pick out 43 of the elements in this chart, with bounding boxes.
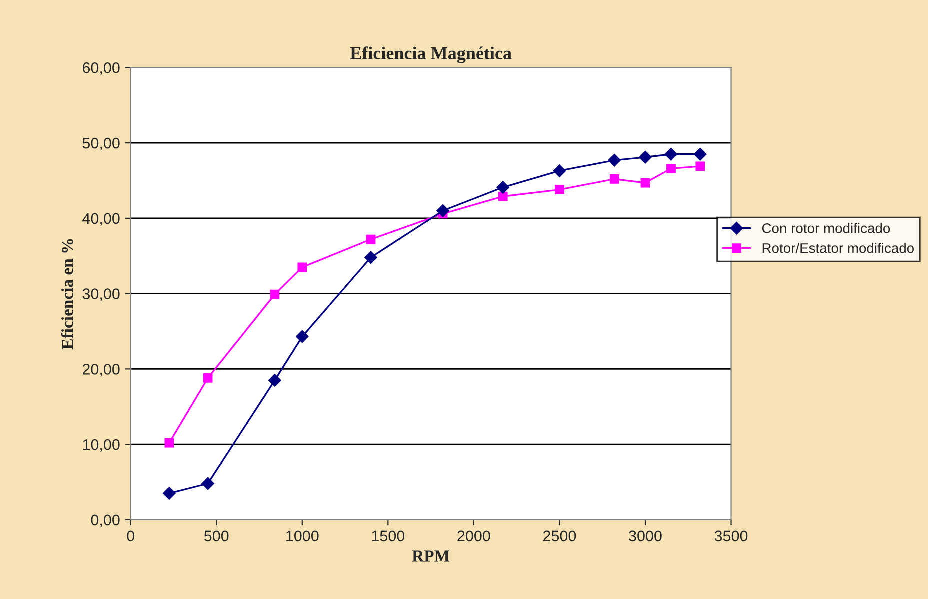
point [696,162,706,172]
point [496,181,510,194]
legend-label: Rotor/Estator modificado [762,243,914,254]
x-tick-label: 1000 [286,530,319,542]
x-axis-title: RPM [412,550,450,562]
point [364,251,378,264]
point [163,487,176,500]
point [640,178,650,188]
x-tick-label: 3000 [629,530,662,542]
x-tick-label: 1500 [372,530,405,542]
point [298,262,308,272]
x-tick-label: 2000 [458,530,490,542]
point [203,374,213,383]
x-tick-label: 0 [127,530,134,542]
point [164,438,174,448]
point [268,374,282,387]
point [664,148,678,161]
point [608,154,622,167]
point [270,290,280,300]
y-tick-label: 60,00 [82,62,120,76]
point [553,164,566,178]
y-tick-label: 30,00 [82,288,120,302]
point [202,477,214,490]
x-tick-label: 500 [204,530,229,542]
point [639,150,652,164]
point [610,174,620,184]
y-tick-label: 40,00 [82,213,120,226]
legend-label: Con rotor modificado [762,223,890,234]
y-axis-title: Eficiencia en % [61,239,74,350]
point [296,330,309,344]
chart-title: Eficiencia Magnética [350,46,512,64]
point [666,164,676,174]
point [366,234,376,244]
y-tick-label: 50,00 [82,138,120,151]
x-tick-label: 3500 [714,530,748,542]
x-tick-label: 2500 [543,530,576,542]
point [694,148,707,161]
y-tick-label: 0,00 [91,514,120,528]
point [498,192,508,202]
y-tick-label: 20,00 [82,364,120,377]
point [555,185,564,194]
y-tick-label: 10,00 [83,439,120,452]
point [436,204,450,218]
